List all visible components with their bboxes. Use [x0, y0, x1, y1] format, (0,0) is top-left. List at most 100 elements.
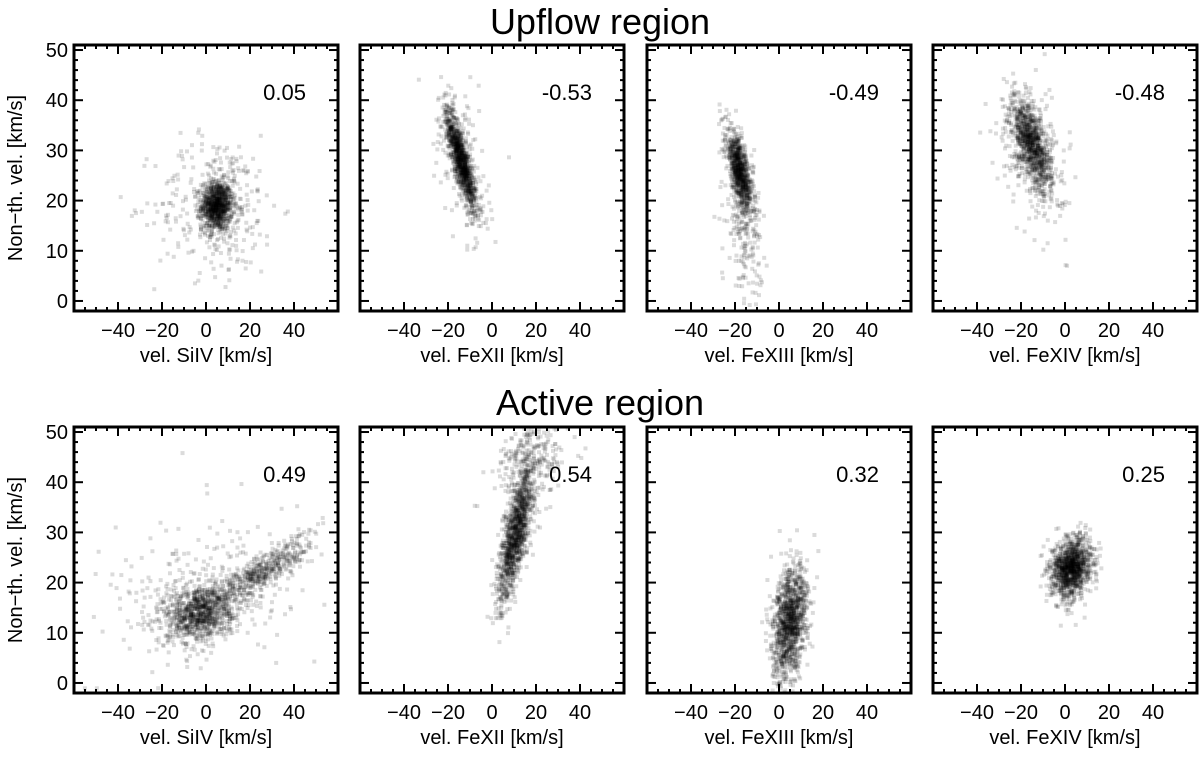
scatter-point — [1029, 164, 1034, 169]
scatter-point — [732, 154, 737, 159]
scatter-point — [470, 166, 475, 171]
scatter-point — [734, 187, 739, 192]
scatter-point — [476, 224, 481, 229]
scatter-point — [463, 159, 468, 164]
scatter-point — [206, 198, 211, 203]
scatter-point — [456, 141, 461, 146]
scatter-point — [726, 155, 731, 160]
scatter-point — [468, 198, 473, 203]
scatter-point — [226, 207, 231, 212]
scatter-point — [207, 196, 212, 201]
scatter-point — [201, 208, 206, 213]
scatter-point — [222, 204, 227, 209]
scatter-point — [1037, 163, 1042, 168]
scatter-point — [461, 154, 466, 159]
scatter-point — [728, 145, 733, 150]
scatter-point — [478, 208, 483, 213]
scatter-point — [751, 209, 756, 214]
scatter-point — [457, 175, 462, 180]
scatter-point — [212, 201, 217, 206]
scatter-point — [1063, 237, 1068, 242]
scatter-point — [1063, 263, 1068, 268]
scatter-point — [204, 215, 209, 220]
scatter-point — [132, 208, 137, 213]
scatter-point — [1016, 138, 1021, 143]
scatter-point — [464, 171, 469, 176]
scatter-point — [185, 221, 190, 226]
scatter-point — [740, 173, 745, 178]
scatter-point — [1030, 145, 1035, 150]
scatter-point — [1009, 98, 1014, 103]
scatter-point — [228, 208, 233, 213]
scatter-point — [216, 189, 221, 194]
scatter-point — [447, 131, 452, 136]
scatter-point — [220, 188, 225, 193]
scatter-point — [1037, 146, 1042, 151]
scatter-point — [475, 216, 480, 221]
scatter-point — [1049, 146, 1054, 151]
scatter-point — [734, 152, 739, 157]
scatter-point — [458, 143, 463, 148]
scatter-point — [1050, 191, 1055, 196]
scatter-point — [467, 191, 472, 196]
scatter-point — [179, 153, 184, 158]
scatter-point — [1030, 185, 1035, 190]
scatter-point — [451, 151, 456, 156]
scatter-point — [217, 202, 222, 207]
scatter-point — [456, 159, 461, 164]
scatter-point — [225, 216, 230, 221]
scatter-point — [1037, 153, 1042, 158]
scatter-point — [1020, 139, 1025, 144]
scatter-point — [195, 203, 200, 208]
scatter-point — [211, 189, 216, 194]
scatter-point — [1027, 135, 1032, 140]
scatter-point — [468, 199, 473, 204]
scatter-point — [464, 175, 469, 180]
scatter-point — [735, 156, 740, 161]
scatter-point — [220, 215, 225, 220]
scatter-point — [1028, 155, 1033, 160]
scatter-point — [212, 195, 217, 200]
scatter-point — [445, 171, 450, 176]
scatter-point — [1035, 181, 1040, 186]
scatter-point — [212, 218, 217, 223]
scatter-point — [455, 153, 460, 158]
scatter-point — [469, 188, 474, 193]
scatter-point — [221, 208, 226, 213]
scatter-point — [1016, 90, 1021, 95]
scatter-point — [1038, 111, 1043, 116]
scatter-point — [218, 209, 223, 214]
scatter-point — [1030, 138, 1035, 143]
scatter-point — [1033, 178, 1038, 183]
scatter-point — [452, 155, 457, 160]
scatter-point — [216, 215, 221, 220]
scatter-point — [220, 183, 225, 188]
scatter-point — [738, 186, 743, 191]
scatter-point — [460, 170, 465, 175]
scatter-point — [743, 191, 748, 196]
scatter-point — [210, 210, 215, 215]
scatter-point — [455, 158, 460, 163]
scatter-point — [1041, 160, 1046, 165]
scatter-point — [255, 188, 260, 193]
scatter-point — [735, 151, 740, 156]
scatter-point — [451, 136, 456, 141]
scatter-point — [730, 212, 735, 217]
scatter-point — [1012, 107, 1017, 112]
scatter-point — [208, 234, 213, 239]
scatter-point — [735, 146, 740, 151]
scatter-point — [736, 164, 741, 169]
scatter-point — [1028, 138, 1033, 143]
scatter-point — [225, 145, 230, 150]
scatter-point — [459, 164, 464, 169]
scatter-point — [738, 175, 743, 180]
scatter-point — [462, 177, 467, 182]
scatter-point — [459, 158, 464, 163]
scatter-point — [734, 175, 739, 180]
scatter-point — [747, 253, 752, 258]
scatter-point — [1033, 147, 1038, 152]
scatter-point — [460, 169, 465, 174]
scatter-point — [208, 164, 213, 169]
scatter-point — [736, 164, 741, 169]
scatter-point — [459, 136, 464, 141]
